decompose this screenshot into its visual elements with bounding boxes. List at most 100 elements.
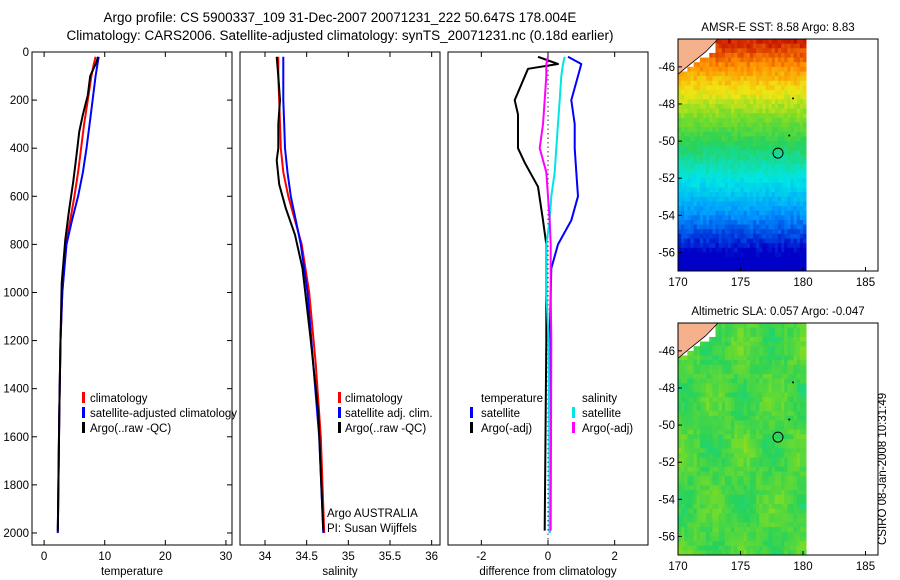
map-cell (696, 238, 701, 244)
map-cell (696, 196, 701, 202)
map-cell (743, 406, 748, 412)
map-cell (790, 266, 795, 271)
map-cell (678, 397, 682, 403)
map-cell (715, 374, 720, 380)
map-cell (753, 136, 757, 142)
map-cell (740, 66, 745, 72)
map-cell (715, 457, 720, 463)
map-cell (753, 80, 757, 86)
map-cell (762, 150, 766, 156)
map-cell (771, 48, 776, 54)
map-cell (768, 62, 773, 68)
map-cell (774, 201, 779, 207)
map-cell (706, 136, 710, 142)
map-cell (796, 80, 801, 86)
map-cell (762, 480, 766, 486)
map-cell (790, 150, 795, 156)
map-cell (784, 429, 788, 435)
map-cell (759, 215, 763, 221)
map-cell (746, 122, 751, 128)
map-cell (753, 103, 757, 109)
map-cell (706, 545, 710, 551)
map-cell (774, 490, 779, 496)
map-cell (768, 531, 773, 537)
map-cell (737, 229, 741, 235)
legend-swatch-climatology (338, 392, 341, 403)
map-cell (746, 545, 751, 551)
map-cell (718, 434, 723, 440)
map-cell (790, 346, 795, 352)
map-cell (724, 411, 729, 417)
map-cell (771, 85, 776, 91)
map-cell (724, 332, 729, 338)
map-cell (793, 420, 798, 426)
map-cell (765, 94, 770, 100)
map-cell (753, 550, 757, 555)
map-cell (778, 173, 782, 179)
map-cell (799, 108, 804, 114)
map-cell (790, 448, 795, 454)
map-cell (743, 378, 748, 384)
map-cell (799, 443, 804, 449)
map-cell (790, 508, 795, 514)
map-cell (787, 457, 791, 463)
map-cell (693, 99, 698, 105)
map-cell (712, 508, 716, 514)
map-cell (709, 76, 713, 82)
map-cell (731, 90, 735, 96)
map-cell (718, 517, 723, 523)
map-cell (703, 513, 707, 519)
map-cell (793, 224, 798, 230)
map-cell (709, 122, 713, 128)
map-cell (756, 364, 760, 370)
salinity-axes-frame (239, 51, 441, 546)
map-cell (699, 541, 704, 547)
map-cell (753, 99, 757, 105)
map-cell (718, 336, 723, 342)
map-cell (771, 99, 776, 105)
map-cell (737, 233, 741, 239)
map-cell (699, 411, 704, 417)
map-cell (740, 327, 745, 333)
map-cell (771, 238, 776, 244)
map-cell (712, 374, 716, 380)
map-cell (790, 350, 795, 356)
map-cell (734, 201, 738, 207)
map-cell (746, 397, 751, 403)
map-cell (740, 233, 745, 239)
map-cell (793, 131, 798, 137)
map-cell (743, 39, 748, 45)
map-cell (693, 355, 698, 361)
map-cell (784, 332, 788, 338)
map-cell (756, 397, 760, 403)
map-cell (778, 71, 782, 77)
map-cell (743, 466, 748, 472)
map-cell (703, 192, 707, 198)
map-cell (793, 66, 798, 72)
map-cell (753, 196, 757, 202)
map-cell (721, 247, 726, 253)
map-cell (787, 522, 791, 528)
y-tick-label: -54 (658, 494, 675, 506)
map-cell (793, 164, 798, 170)
map-cell (740, 243, 745, 249)
map-cell (799, 517, 804, 523)
map-cell (740, 247, 745, 253)
map-cell (724, 503, 729, 509)
map-cell (715, 494, 720, 500)
map-cell (728, 452, 732, 458)
map-cell (762, 508, 766, 514)
map-cell (712, 457, 716, 463)
map-cell (793, 136, 798, 142)
map-cell (762, 43, 766, 49)
map-cell (681, 550, 685, 555)
map-cell (762, 466, 766, 472)
map-cell (703, 490, 707, 496)
map-cell (690, 392, 695, 398)
map-cell (731, 448, 735, 454)
map-cell (799, 76, 804, 82)
map-cell (759, 201, 763, 207)
map-cell (793, 466, 798, 472)
map-cell (756, 108, 760, 114)
map-cell (759, 545, 763, 551)
